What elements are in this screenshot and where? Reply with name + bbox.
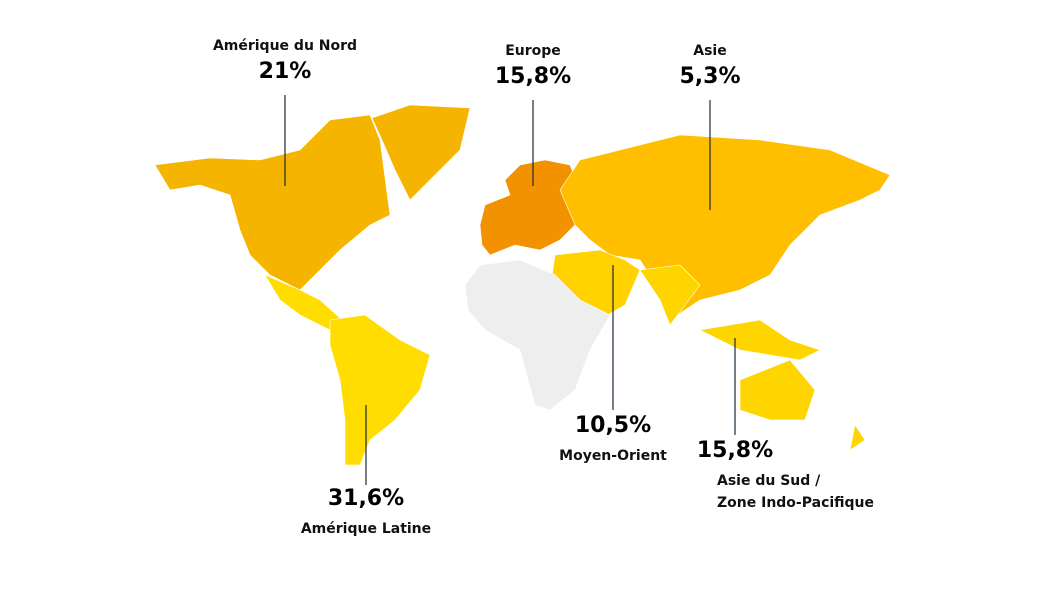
region-share: 10,5%	[575, 413, 651, 438]
region-label: Amérique du Nord	[213, 38, 357, 54]
southeast-asia	[699, 319, 821, 361]
region-share: 5,3%	[679, 64, 740, 89]
australia	[739, 359, 816, 421]
region-share: 15,8%	[697, 438, 773, 463]
region-label: Asie	[693, 43, 726, 59]
region-label: Europe	[505, 43, 561, 59]
region-labels: 21% Amérique du Nord 15,8% Europe 5,3% Asie 10…	[213, 38, 874, 537]
north-america	[154, 114, 391, 291]
map-shapes	[154, 104, 891, 466]
new-zealand	[849, 424, 866, 451]
region-share: 31,6%	[328, 486, 404, 511]
region-label: Zone Indo-Pacifique	[717, 495, 874, 511]
asia	[559, 134, 891, 321]
region-share: 15,8%	[495, 64, 571, 89]
region-label: Asie du Sud /	[717, 473, 821, 489]
africa	[464, 259, 611, 411]
india	[639, 264, 701, 326]
greenland	[371, 104, 471, 201]
region-label: Amérique Latine	[301, 521, 431, 537]
europe	[479, 159, 581, 256]
region-label: Moyen-Orient	[559, 448, 667, 464]
south-america	[329, 314, 431, 466]
region-share: 21%	[259, 59, 312, 84]
